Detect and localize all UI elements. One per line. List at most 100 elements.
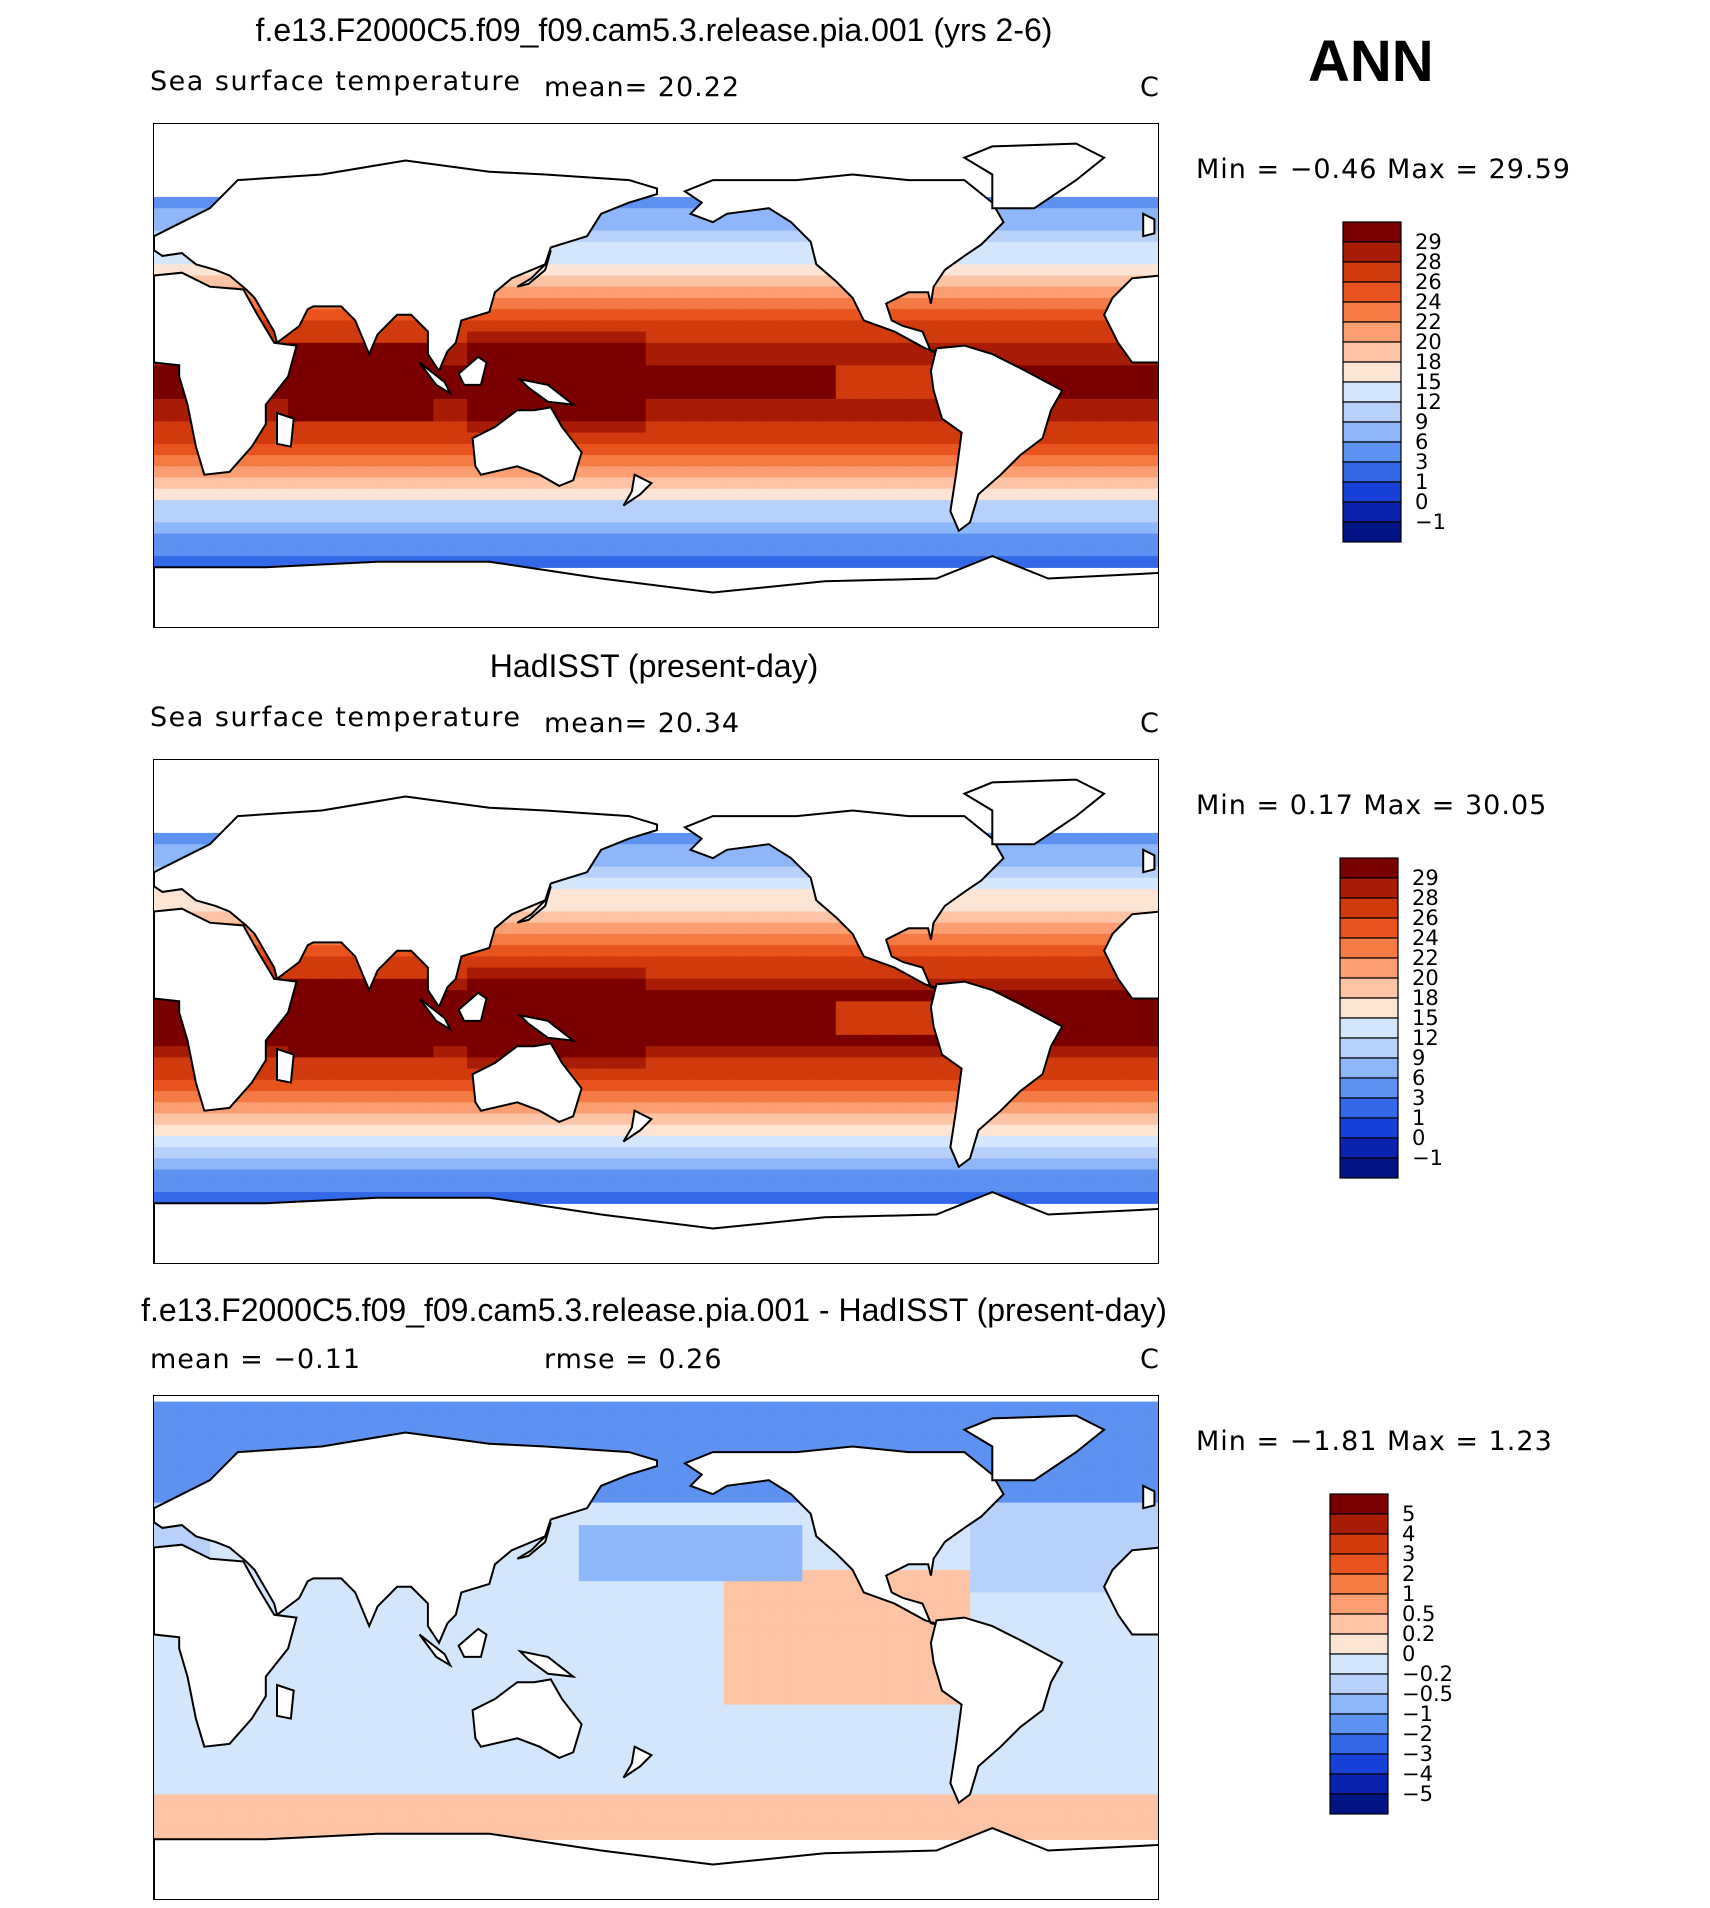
field-cell	[299, 365, 312, 378]
field-cell	[936, 488, 949, 501]
field-cell	[545, 331, 557, 344]
field-cell	[701, 253, 714, 265]
field-cell	[388, 387, 401, 400]
field-cell	[612, 488, 625, 501]
field-cell	[612, 410, 625, 422]
field-cell	[757, 844, 770, 856]
field-cell	[399, 320, 412, 333]
field-cell	[835, 342, 848, 355]
field-cell	[746, 1001, 759, 1014]
field-cell	[701, 922, 714, 935]
field-cell	[746, 264, 759, 277]
field-cell	[835, 956, 848, 969]
field-cell	[1025, 956, 1038, 969]
field-cell	[567, 309, 580, 321]
field-cell	[813, 556, 826, 568]
field-cell	[880, 1068, 893, 1081]
field-cell	[858, 1034, 870, 1047]
field-cell	[992, 275, 1005, 288]
field-cell	[780, 877, 792, 890]
field-cell	[1092, 945, 1105, 957]
field-cell	[735, 544, 747, 557]
field-cell	[1081, 365, 1094, 378]
field-cell	[601, 421, 613, 434]
field-cell	[1104, 264, 1116, 277]
field-cell	[165, 398, 177, 411]
field-cell	[545, 967, 557, 980]
field-cell	[891, 978, 904, 991]
field-cell	[601, 556, 613, 568]
field-cell	[612, 421, 625, 434]
field-cell	[176, 443, 189, 456]
field-cell	[1070, 1057, 1083, 1070]
field-cell	[1092, 1057, 1105, 1070]
field-cell	[601, 219, 613, 232]
field-cell	[254, 556, 267, 568]
field-cell	[746, 320, 759, 333]
field-cell	[835, 354, 848, 366]
field-cell	[847, 331, 859, 344]
field-cell	[1014, 466, 1027, 479]
field-cell	[411, 978, 423, 991]
field-cell	[1059, 320, 1072, 333]
field-cell	[925, 1057, 938, 1070]
field-cell	[981, 967, 993, 980]
field-cell	[623, 297, 636, 310]
field-cell	[735, 421, 747, 434]
field-cell	[914, 309, 926, 321]
field-cell	[522, 499, 535, 512]
field-cell	[690, 499, 703, 512]
field-cell	[992, 477, 1005, 490]
field-cell	[668, 511, 680, 523]
field-cell	[355, 499, 367, 512]
field-cell	[1115, 477, 1128, 490]
field-cell	[1092, 398, 1105, 411]
field-cell	[1081, 1012, 1094, 1025]
field-cell	[835, 432, 848, 445]
field-cell	[970, 253, 982, 265]
field-cell	[757, 1046, 770, 1058]
field-cell	[489, 945, 502, 957]
field-cell	[1137, 253, 1150, 265]
field-cell	[701, 1034, 714, 1047]
field-cell	[835, 945, 848, 957]
field-cell	[332, 443, 345, 456]
field-cell	[1003, 320, 1016, 333]
field-cell	[511, 978, 524, 991]
field-cell	[1014, 286, 1027, 299]
field-cell	[1059, 499, 1072, 512]
field-cell	[377, 1023, 390, 1036]
field-cell	[925, 376, 938, 389]
field-cell	[277, 522, 289, 535]
field-cell	[1092, 911, 1105, 924]
field-cell	[1126, 1023, 1139, 1036]
field-cell	[489, 956, 502, 969]
field-cell	[355, 1046, 367, 1058]
field-cell	[657, 1046, 669, 1058]
field-cell	[154, 219, 166, 232]
field-cell	[958, 956, 971, 969]
field-cell	[724, 922, 736, 935]
field-cell	[388, 956, 401, 969]
field-cell	[388, 511, 401, 523]
field-cell	[1048, 522, 1060, 535]
field-cell	[1037, 499, 1049, 512]
field-cell	[1126, 410, 1139, 422]
field-cell	[1137, 365, 1150, 378]
field-cell	[891, 354, 904, 366]
field-cell	[545, 275, 557, 288]
field-cell	[970, 544, 982, 557]
field-cell	[467, 533, 479, 546]
field-cell	[768, 421, 781, 434]
field-cell	[1048, 253, 1060, 265]
field-cell	[321, 387, 334, 400]
field-cell	[645, 933, 658, 946]
field-cell	[657, 889, 669, 901]
field-cell	[657, 1057, 669, 1070]
field-cell	[679, 219, 692, 232]
field-cell	[1126, 488, 1139, 501]
field-cell	[1092, 1001, 1105, 1014]
field-cell	[1104, 398, 1116, 411]
field-cell	[612, 365, 625, 378]
field-cell	[992, 911, 1005, 924]
